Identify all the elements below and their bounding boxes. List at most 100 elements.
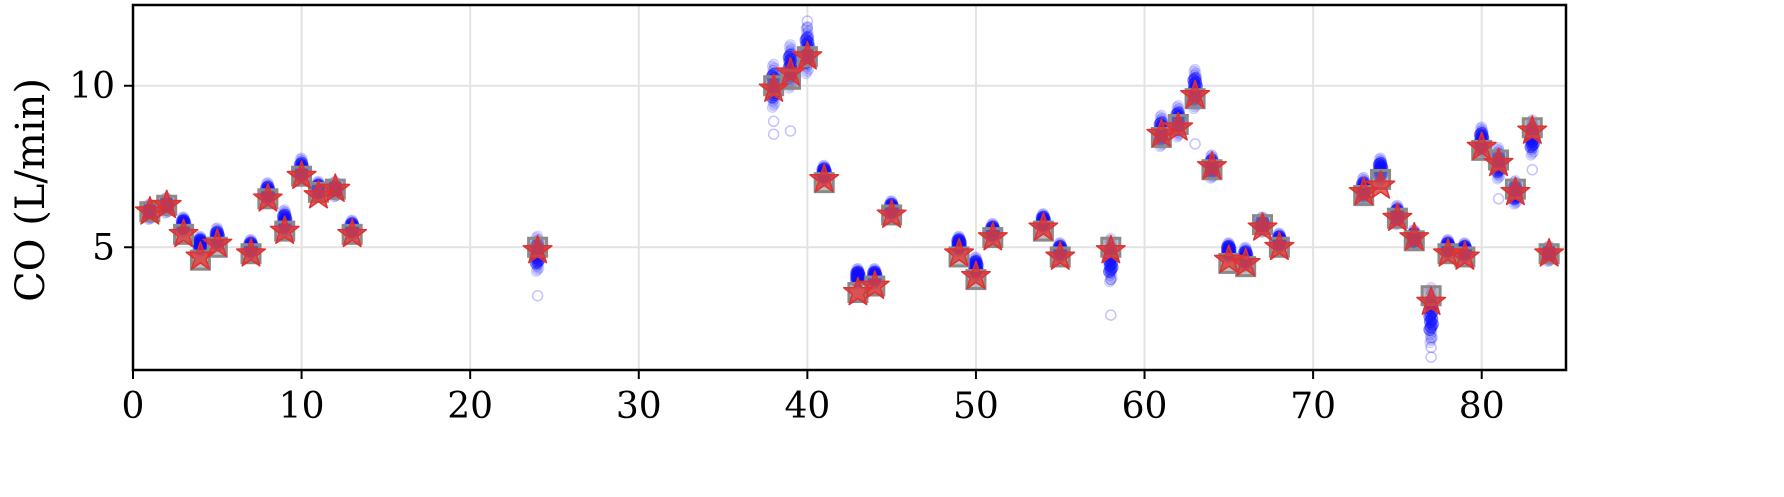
star-marker: [1095, 234, 1126, 264]
star-marker: [168, 218, 199, 248]
sample-point: [768, 58, 780, 70]
star-marker: [1517, 115, 1548, 144]
star-marker: [202, 228, 233, 257]
star-marker: [286, 160, 317, 190]
sample-point: [768, 99, 780, 111]
sample-point: [800, 68, 812, 80]
star-marker: [1483, 147, 1514, 177]
sample-point: [784, 45, 796, 57]
sample-point: [1423, 323, 1437, 337]
sample-outlier: [1105, 273, 1117, 286]
star-marker: [1180, 79, 1211, 109]
x-tick-label: 50: [953, 386, 999, 427]
sample-point: [1425, 334, 1437, 346]
sample-outlier: [1526, 163, 1539, 176]
sample-point: [853, 264, 865, 276]
sample-point: [1171, 101, 1183, 113]
star-marker: [151, 189, 182, 219]
x-tick-label: 70: [1290, 386, 1336, 427]
x-tick-label: 0: [122, 386, 145, 427]
star-marker: [1449, 241, 1480, 270]
star-marker: [1432, 237, 1464, 267]
star-marker: [859, 270, 890, 299]
sample-point: [1190, 71, 1202, 83]
sample-point: [1105, 268, 1117, 280]
sample-point: [1188, 69, 1200, 81]
sample-point: [851, 265, 863, 277]
sample-point: [800, 23, 812, 35]
sample-point: [766, 101, 778, 113]
star-marker: [1416, 286, 1447, 316]
sample-point: [1425, 317, 1439, 331]
sample-point: [1526, 144, 1538, 156]
star-marker: [235, 237, 267, 267]
sample-outlier: [1189, 138, 1201, 150]
x-tick-label: 80: [1459, 386, 1505, 427]
sample-point: [1375, 154, 1387, 166]
sample-point: [853, 265, 865, 277]
star-marker: [1045, 241, 1076, 270]
star-marker: [1163, 111, 1194, 141]
star-marker: [269, 215, 300, 244]
sample-point: [1375, 152, 1387, 164]
sample-point: [852, 262, 864, 274]
sample-outlier: [784, 125, 797, 137]
sample-outlier: [531, 289, 544, 302]
sample-point: [1190, 67, 1202, 79]
star-marker: [1382, 202, 1413, 232]
sample-point: [801, 27, 813, 39]
sample-point: [1426, 326, 1438, 338]
x-tick-label: 20: [447, 386, 493, 427]
y-tick-label: 10: [69, 66, 115, 107]
sample-point: [1525, 138, 1539, 152]
sample-point: [769, 97, 781, 109]
sample-point: [1476, 121, 1488, 133]
sample-point: [783, 41, 795, 53]
sample-point: [1423, 315, 1437, 329]
star-marker: [809, 163, 840, 193]
sample-point: [1374, 155, 1386, 167]
star-marker: [522, 234, 553, 264]
sample-point: [803, 30, 815, 42]
plot-frame: [131, 3, 1568, 372]
sample-outlier: [801, 15, 814, 27]
sample-point: [193, 231, 205, 243]
star-marker: [1196, 150, 1227, 180]
sample-point: [1104, 262, 1118, 276]
sample-point: [1373, 153, 1385, 165]
star-marker: [792, 40, 823, 70]
sample-point: [279, 204, 291, 216]
grid-lines: [132, 5, 1566, 370]
y-tick-label: 5: [92, 227, 115, 268]
star-marker: [1365, 170, 1396, 199]
sample-point: [1527, 142, 1539, 154]
sample-point: [1474, 122, 1486, 134]
sample-point: [784, 39, 796, 51]
sample-point: [1189, 63, 1201, 75]
sample-outlier: [1425, 331, 1437, 344]
star-marker: [320, 173, 351, 203]
sample-point: [801, 21, 813, 33]
sample-point: [1105, 274, 1117, 286]
star-marker: [977, 221, 1008, 251]
sample-point: [969, 252, 981, 264]
sample-point: [533, 262, 545, 274]
star-marker: [758, 73, 789, 102]
sample-point: [1188, 65, 1200, 77]
sample-point: [1424, 329, 1436, 341]
star-marker: [1466, 131, 1497, 161]
star-marker: [1028, 212, 1059, 241]
y-axis-ticks: 5 10: [69, 66, 133, 268]
sample-point: [1493, 172, 1505, 184]
sample-point: [1172, 99, 1184, 111]
sample-point: [1105, 260, 1119, 274]
star-marker: [876, 199, 907, 228]
sample-outlier: [1105, 309, 1117, 321]
sample-outlier: [767, 115, 780, 128]
star-marker: [1213, 244, 1244, 274]
sample-point: [1424, 337, 1436, 349]
x-tick-label: 60: [1122, 386, 1168, 427]
sample-point: [194, 230, 206, 242]
star-marker: [1534, 237, 1565, 267]
